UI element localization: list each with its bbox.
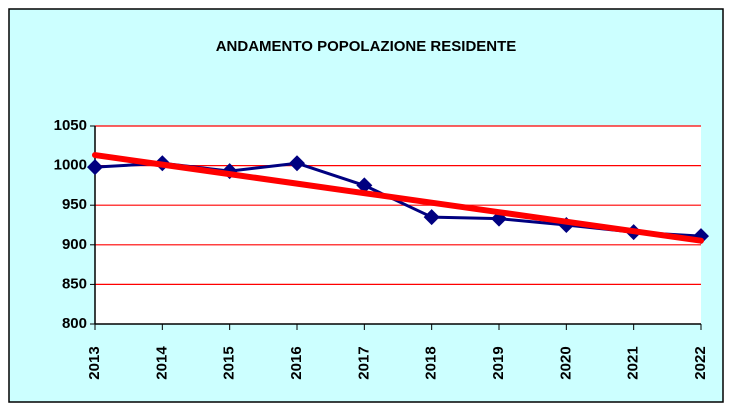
x-tick-label: 2019 [490,346,507,379]
x-tick-label: 2017 [355,346,372,379]
x-tick-label: 2016 [288,346,305,379]
data-point [356,177,373,194]
x-tick-label: 2014 [153,346,170,380]
y-tick-label: 900 [62,236,87,253]
data-point [289,155,305,172]
y-tick-label: 1000 [54,157,87,174]
data-point [87,159,103,176]
x-tick-label: 2020 [557,346,574,379]
series-line [92,152,704,244]
chart-title: ANDAMENTO POPOLAZIONE RESIDENTE [216,38,517,55]
y-tick-label: 850 [62,275,87,292]
data-point [423,209,440,226]
y-tick-label: 950 [62,196,87,213]
x-tick-label: 2015 [221,346,238,379]
x-tick-label: 2021 [625,346,642,379]
y-tick-label: 800 [62,315,87,332]
y-tick-label: 1050 [54,117,87,134]
x-tick-label: 2013 [86,346,103,379]
x-tick-label: 2022 [692,346,709,379]
x-tick-label: 2018 [423,346,440,379]
